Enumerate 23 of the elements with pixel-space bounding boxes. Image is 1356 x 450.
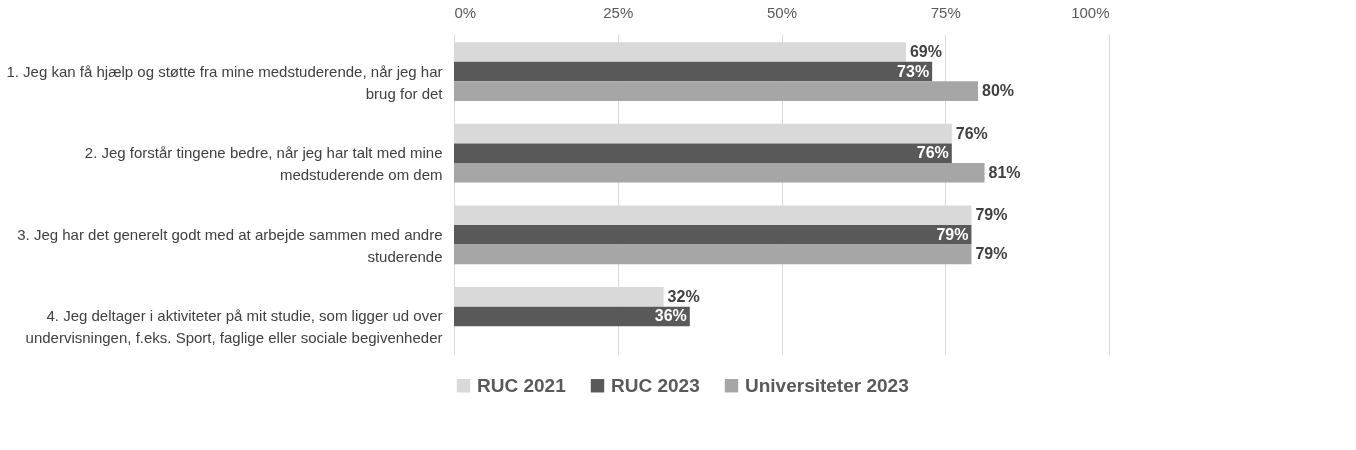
data-label: 81% — [988, 163, 1021, 181]
data-label: 69% — [909, 42, 942, 60]
x-tick-label: 75% — [930, 3, 961, 21]
data-label: 79% — [975, 206, 1008, 224]
data-label: 80% — [982, 82, 1015, 100]
y-tick-label: 4. Jeg deltager i aktiviteter på mit studie, som ligger ud over undervisningen, f.eks. Sport, faglige eller sociale begivenheder — [25, 307, 443, 347]
data-label: 79% — [975, 245, 1008, 263]
legend-label: RUC 2023 — [611, 374, 700, 396]
x-tick-label: 0% — [454, 3, 477, 21]
legend-label: RUC 2021 — [477, 374, 567, 396]
x-tick-label: 50% — [766, 3, 798, 21]
data-label: 36% — [654, 307, 687, 325]
x-tick-label: 100% — [1071, 3, 1110, 21]
data-label: 76% — [955, 124, 988, 142]
data-label: 79% — [936, 225, 969, 243]
data-label: 73% — [897, 62, 930, 80]
y-tick-label: 2. Jeg forstår tingene bedre, når jeg har talt med mine medstuderende om dem — [84, 144, 443, 184]
y-tick-label: 3. Jeg har det generelt godt med at arbejde sammen med andre studerende — [17, 225, 443, 265]
data-label: 76% — [916, 144, 949, 162]
x-tick-label: 25% — [603, 3, 634, 21]
y-tick-label: 1. Jeg kan få hjælp og støtte fra mine medstuderende, når jeg har brug for det — [6, 62, 444, 102]
data-label: 32% — [667, 287, 700, 305]
legend-label: Universiteter 2023 — [745, 374, 909, 396]
